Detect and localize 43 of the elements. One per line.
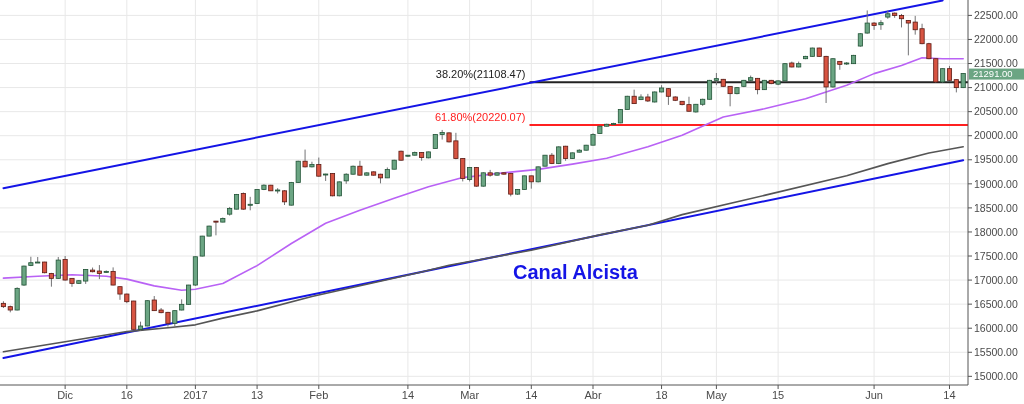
ref-line-label: 61.80%(20220.07) <box>434 111 526 124</box>
text: 21291.00 <box>973 68 1013 80</box>
annotation: Canal Alcista <box>513 261 639 284</box>
y-tick-label: 16500.00 <box>974 297 1018 310</box>
y-tick-label: 19500.00 <box>974 153 1018 166</box>
y-tick-label: 20000.00 <box>974 129 1018 142</box>
x-tick-label: 13 <box>250 389 264 401</box>
y-tick-label: 19000.00 <box>974 177 1018 190</box>
x-tick-label: May <box>706 389 728 401</box>
candlestick <box>14 286 20 311</box>
ref-line-label: 38.20%(21108.47) <box>435 68 526 81</box>
x-tick-label: Abr <box>584 389 602 401</box>
y-tick-label: 16000.00 <box>974 321 1018 334</box>
x-tick-label: Jun <box>865 389 883 401</box>
y-tick-label: 15500.00 <box>974 345 1018 358</box>
x-tick-label: 14 <box>401 389 415 401</box>
candlestick <box>55 256 61 280</box>
y-tick-label: 15000.00 <box>974 370 1018 383</box>
y-tick-label: 17000.00 <box>974 273 1018 286</box>
y-tick-label: 18000.00 <box>974 225 1018 238</box>
candlestick <box>213 220 219 236</box>
y-tick-label: 20500.00 <box>974 105 1018 118</box>
y-tick-label: 17500.00 <box>974 249 1018 262</box>
x-tick-label: 14 <box>525 389 538 401</box>
candlestick <box>316 157 322 178</box>
x-tick-label: 14 <box>943 389 956 401</box>
x-tick-label: 16 <box>120 389 133 401</box>
x-tick-label: Mar <box>460 389 480 401</box>
x-tick-label: Feb <box>309 389 329 401</box>
x-tick-label: Dic <box>57 389 74 401</box>
y-tick-label: 22500.00 <box>974 9 1018 22</box>
candlestick <box>186 284 192 306</box>
line-series <box>2 56 964 291</box>
y-tick-label: 22000.00 <box>974 33 1018 46</box>
x-tick-label: 18 <box>655 389 668 401</box>
y-tick-label: 21500.00 <box>974 57 1018 70</box>
candlestick <box>871 21 877 31</box>
y-tick-label: 18500.00 <box>974 201 1018 214</box>
x-tick-label: 15 <box>771 389 785 401</box>
candlestick <box>878 19 884 31</box>
x-tick-label: 2017 <box>183 389 208 401</box>
candlestick <box>302 149 308 168</box>
y-tick-label: 21000.00 <box>974 81 1018 94</box>
